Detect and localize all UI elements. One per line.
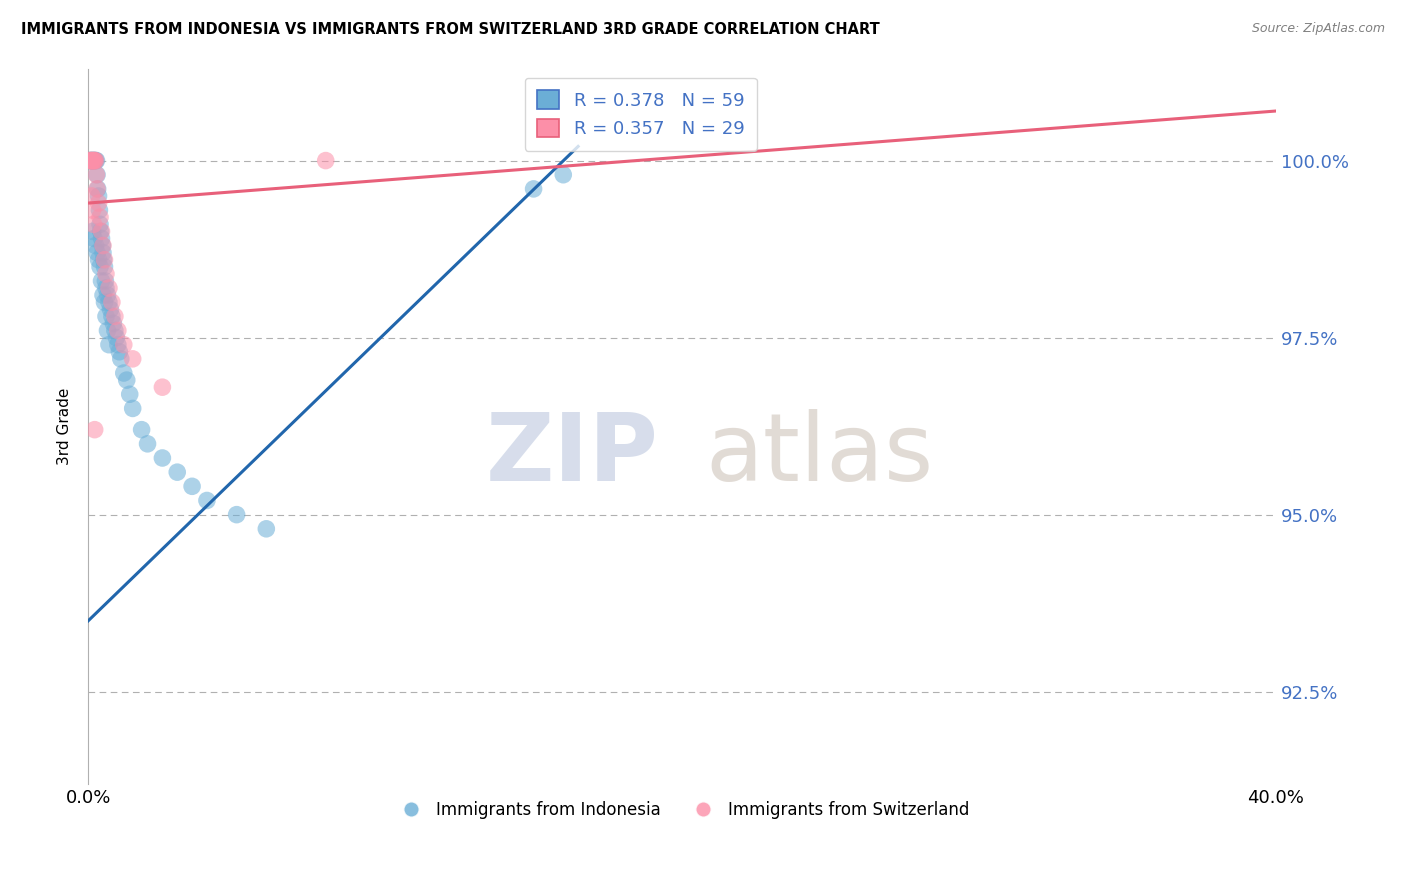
Point — [82, 153, 104, 168]
Point — [80, 153, 103, 168]
Point — [93, 252, 115, 267]
Point — [118, 387, 141, 401]
Point — [89, 217, 111, 231]
Point — [86, 182, 108, 196]
Point — [105, 330, 128, 344]
Point — [94, 310, 117, 324]
Point — [195, 493, 218, 508]
Point — [90, 274, 112, 288]
Point — [121, 401, 143, 416]
Point — [86, 245, 108, 260]
Point — [89, 260, 111, 274]
Point — [254, 522, 277, 536]
Point — [83, 153, 105, 168]
Point — [93, 260, 115, 274]
Point — [93, 295, 115, 310]
Point — [97, 281, 120, 295]
Point — [83, 231, 105, 245]
Point — [82, 153, 104, 168]
Point — [82, 224, 104, 238]
Point — [131, 423, 153, 437]
Point — [91, 288, 114, 302]
Point — [136, 437, 159, 451]
Point — [80, 153, 103, 168]
Point — [84, 238, 107, 252]
Point — [94, 274, 117, 288]
Point — [79, 153, 101, 168]
Point — [79, 153, 101, 168]
Point — [86, 182, 108, 196]
Point — [94, 267, 117, 281]
Point — [90, 231, 112, 245]
Point — [150, 380, 173, 394]
Point — [97, 337, 120, 351]
Point — [101, 295, 124, 310]
Point — [96, 288, 118, 302]
Point — [83, 153, 105, 168]
Point — [80, 153, 103, 168]
Point — [90, 224, 112, 238]
Point — [89, 211, 111, 225]
Point — [225, 508, 247, 522]
Point — [83, 423, 105, 437]
Point — [89, 203, 111, 218]
Text: atlas: atlas — [706, 409, 934, 500]
Point — [94, 281, 117, 295]
Point — [93, 252, 115, 267]
Text: Source: ZipAtlas.com: Source: ZipAtlas.com — [1251, 22, 1385, 36]
Point — [87, 252, 110, 267]
Point — [82, 203, 104, 218]
Point — [86, 168, 108, 182]
Point — [80, 153, 103, 168]
Point — [96, 324, 118, 338]
Point — [112, 366, 135, 380]
Point — [101, 310, 124, 324]
Y-axis label: 3rd Grade: 3rd Grade — [58, 387, 72, 465]
Point — [83, 153, 105, 168]
Point — [315, 153, 337, 168]
Point — [82, 153, 104, 168]
Point — [108, 344, 131, 359]
Point — [82, 153, 104, 168]
Point — [87, 196, 110, 211]
Point — [84, 153, 107, 168]
Point — [181, 479, 204, 493]
Point — [166, 465, 188, 479]
Point — [90, 224, 112, 238]
Point — [104, 310, 127, 324]
Point — [91, 245, 114, 260]
Point — [87, 189, 110, 203]
Point — [86, 153, 108, 168]
Point — [84, 153, 107, 168]
Point — [103, 317, 125, 331]
Point — [83, 153, 105, 168]
Legend: Immigrants from Indonesia, Immigrants from Switzerland: Immigrants from Indonesia, Immigrants fr… — [388, 794, 976, 825]
Point — [523, 182, 546, 196]
Point — [82, 217, 104, 231]
Point — [107, 337, 129, 351]
Point — [104, 324, 127, 338]
Point — [100, 302, 122, 317]
Point — [112, 337, 135, 351]
Point — [79, 153, 101, 168]
Point — [553, 168, 575, 182]
Point — [80, 189, 103, 203]
Point — [150, 450, 173, 465]
Point — [107, 324, 129, 338]
Point — [115, 373, 138, 387]
Point — [91, 238, 114, 252]
Point — [86, 168, 108, 182]
Point — [97, 295, 120, 310]
Text: ZIP: ZIP — [485, 409, 658, 500]
Text: IMMIGRANTS FROM INDONESIA VS IMMIGRANTS FROM SWITZERLAND 3RD GRADE CORRELATION C: IMMIGRANTS FROM INDONESIA VS IMMIGRANTS … — [21, 22, 880, 37]
Point — [110, 351, 132, 366]
Point — [91, 238, 114, 252]
Point — [79, 153, 101, 168]
Point — [121, 351, 143, 366]
